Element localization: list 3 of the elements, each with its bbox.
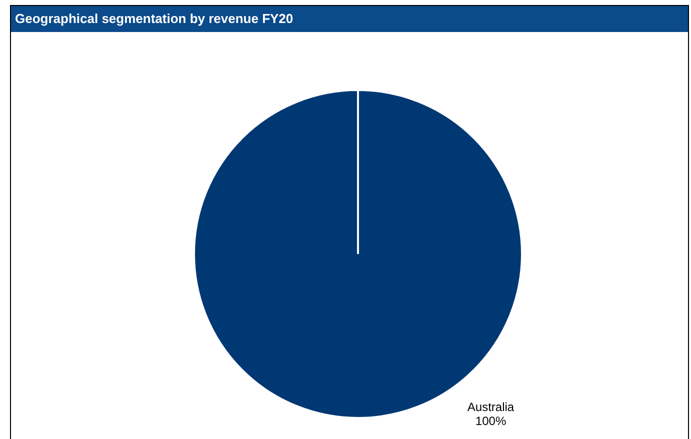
data-label: 100% (475, 414, 506, 428)
chart-title: Geographical segmentation by revenue FY20 (11, 6, 688, 32)
slice-label: Australia (467, 400, 514, 414)
